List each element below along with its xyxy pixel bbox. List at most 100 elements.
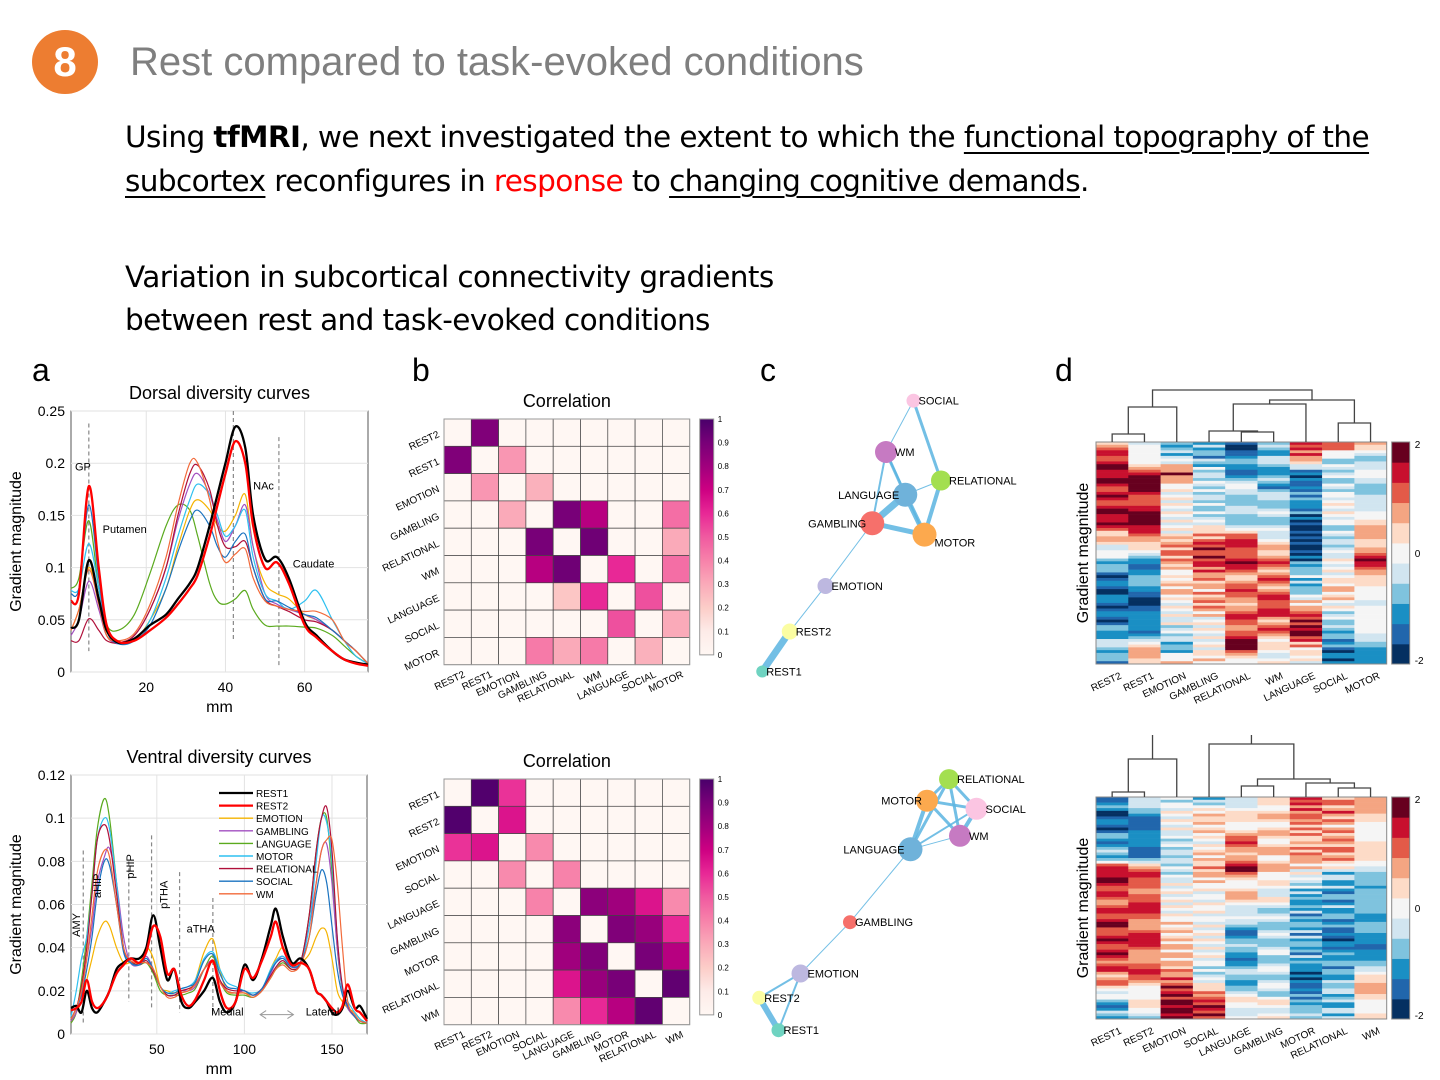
- clustermap-cell: [1257, 999, 1291, 1003]
- heatmap-cell: [498, 445, 527, 474]
- heatmap-cell: [525, 915, 554, 944]
- clustermap-cell: [1160, 505, 1194, 509]
- clustermap-cell: [1257, 508, 1291, 512]
- clustermap-cell: [1354, 985, 1387, 989]
- clustermap-cell: [1128, 846, 1161, 851]
- clustermap-cell: [1096, 980, 1129, 984]
- colorbar-segment: [1391, 522, 1410, 544]
- clustermap-cell: [1257, 977, 1291, 981]
- network-node-gambling: [860, 511, 885, 536]
- colorbar-segment: [1391, 583, 1410, 604]
- clustermap-cell: [1128, 999, 1161, 1003]
- network-node-label: MOTOR: [881, 796, 922, 808]
- heatmap-cell: [443, 942, 472, 971]
- clustermap-cell: [1289, 960, 1323, 964]
- clustermap-cell: [1289, 877, 1323, 881]
- clustermap-cell: [1096, 458, 1129, 462]
- clustermap-cell: [1354, 616, 1387, 620]
- row-label: REST1: [407, 789, 441, 813]
- clustermap-cell: [1225, 885, 1258, 889]
- dendrogram-link: [1232, 403, 1307, 442]
- clustermap-cell: [1225, 849, 1258, 853]
- clustermap-cell: [1289, 658, 1323, 662]
- clustermap-cell: [1322, 505, 1355, 509]
- clustermap-cell: [1096, 500, 1129, 504]
- clustermap-cell: [1192, 622, 1226, 626]
- row-label: REST1: [407, 457, 441, 481]
- clustermap-cell: [1322, 994, 1355, 998]
- clustermap-cell: [1192, 658, 1226, 662]
- clustermap-cell: [1192, 841, 1226, 845]
- clustermap-cell: [1192, 478, 1226, 482]
- heatmap-cell: [552, 418, 581, 447]
- clustermap-cell: [1354, 852, 1387, 856]
- colorbar-tick-label: 2: [1415, 795, 1421, 806]
- clustermap-cell: [1225, 558, 1258, 562]
- network-node-wm: [875, 441, 897, 463]
- clustermap-cell: [1192, 885, 1226, 889]
- clustermap-cell: [1322, 597, 1355, 601]
- clustermap-cell: [1354, 630, 1387, 634]
- heatmap-cell: [634, 609, 663, 638]
- clustermap-cell: [1257, 844, 1291, 848]
- clustermap-cell: [1225, 1007, 1258, 1011]
- clustermap-cell: [1128, 622, 1161, 626]
- clustermap-cell: [1192, 888, 1226, 892]
- clustermap-cell: [1225, 869, 1258, 873]
- clustermap-cell: [1257, 891, 1291, 895]
- clustermap-cell: [1322, 447, 1355, 451]
- clustermap-cell: [1322, 583, 1355, 587]
- clustermap-cell: [1289, 813, 1323, 817]
- dendrogram-link: [1337, 422, 1372, 442]
- col-label: SOCIAL: [1312, 671, 1350, 697]
- heatmap-cell: [525, 887, 554, 916]
- clustermap-cell: [1192, 661, 1226, 665]
- clustermap-cell: [1096, 888, 1129, 892]
- clustermap-cell: [1160, 525, 1194, 529]
- clustermap-cell: [1160, 860, 1194, 864]
- clustermap-cell: [1096, 491, 1129, 496]
- clustermap-cell: [1322, 480, 1355, 484]
- clustermap-cell: [1192, 816, 1226, 820]
- heatmap-cell: [443, 418, 472, 447]
- heatmap-cell: [470, 778, 499, 807]
- clustermap-cell: [1160, 902, 1194, 906]
- clustermap-cell: [1128, 816, 1161, 820]
- clustermap-cell: [1354, 921, 1387, 925]
- clustermap-cell: [1128, 505, 1161, 509]
- clustermap-cell: [1289, 541, 1323, 545]
- heatmap-cell: [443, 582, 472, 611]
- clustermap-cell: [1225, 855, 1258, 859]
- clustermap-cell: [1289, 655, 1323, 659]
- clustermap-cell: [1289, 1005, 1323, 1009]
- clustermap-cell: [1096, 935, 1129, 939]
- clustermap-cell: [1225, 597, 1258, 601]
- clustermap-cell: [1257, 505, 1291, 509]
- clustermap-cell: [1354, 491, 1387, 496]
- network-node-label: SOCIAL: [986, 804, 1026, 816]
- clustermap-cell: [1257, 528, 1291, 532]
- clustermap-cell: [1354, 1005, 1387, 1009]
- clustermap-cell: [1160, 591, 1194, 595]
- clustermap-cell: [1128, 799, 1161, 803]
- legend-label-rest1: REST1: [256, 789, 289, 800]
- clustermap-cell: [1128, 594, 1161, 598]
- clustermap-cell: [1354, 880, 1387, 884]
- clustermap-cell: [1289, 650, 1323, 654]
- heatmap-cell: [552, 860, 581, 889]
- clustermap-cell: [1225, 555, 1258, 559]
- row-label: SOCIAL: [403, 871, 441, 897]
- clustermap-cell: [1354, 883, 1387, 887]
- clustermap-cell: [1225, 636, 1258, 640]
- network-node-label: WM: [895, 447, 915, 459]
- clustermap-cell: [1192, 655, 1226, 659]
- correlation-matrix-bottom: CorrelationREST1REST2EMOTIONSOCIALLANGUA…: [381, 751, 729, 1065]
- clustermap-cell: [1289, 905, 1323, 909]
- clustermap-cell: [1257, 602, 1291, 607]
- heatmap-cell: [662, 473, 691, 502]
- clustermap-cell: [1354, 1007, 1387, 1011]
- clustermap-cell: [1225, 932, 1258, 937]
- clustermap-cell: [1289, 569, 1323, 573]
- clustermap-cell: [1160, 497, 1194, 501]
- network-node-emotion: [791, 964, 810, 983]
